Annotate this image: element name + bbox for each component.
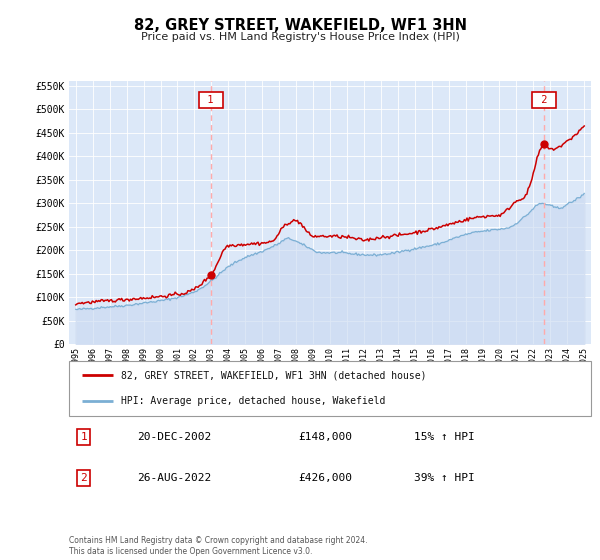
Text: 82, GREY STREET, WAKEFIELD, WF1 3HN (detached house): 82, GREY STREET, WAKEFIELD, WF1 3HN (det…: [121, 371, 427, 380]
Text: 2: 2: [80, 473, 87, 483]
Text: Price paid vs. HM Land Registry's House Price Index (HPI): Price paid vs. HM Land Registry's House …: [140, 32, 460, 43]
Text: £426,000: £426,000: [299, 473, 353, 483]
Text: 82, GREY STREET, WAKEFIELD, WF1 3HN: 82, GREY STREET, WAKEFIELD, WF1 3HN: [133, 18, 467, 33]
Text: 26-AUG-2022: 26-AUG-2022: [137, 473, 211, 483]
Text: 39% ↑ HPI: 39% ↑ HPI: [413, 473, 474, 483]
Text: 20-DEC-2002: 20-DEC-2002: [137, 432, 211, 442]
Text: 2: 2: [535, 95, 554, 105]
Text: HPI: Average price, detached house, Wakefield: HPI: Average price, detached house, Wake…: [121, 396, 386, 405]
Text: 1: 1: [80, 432, 87, 442]
Text: 1: 1: [202, 95, 220, 105]
Text: £148,000: £148,000: [299, 432, 353, 442]
Text: Contains HM Land Registry data © Crown copyright and database right 2024.
This d: Contains HM Land Registry data © Crown c…: [69, 536, 367, 556]
Text: 15% ↑ HPI: 15% ↑ HPI: [413, 432, 474, 442]
